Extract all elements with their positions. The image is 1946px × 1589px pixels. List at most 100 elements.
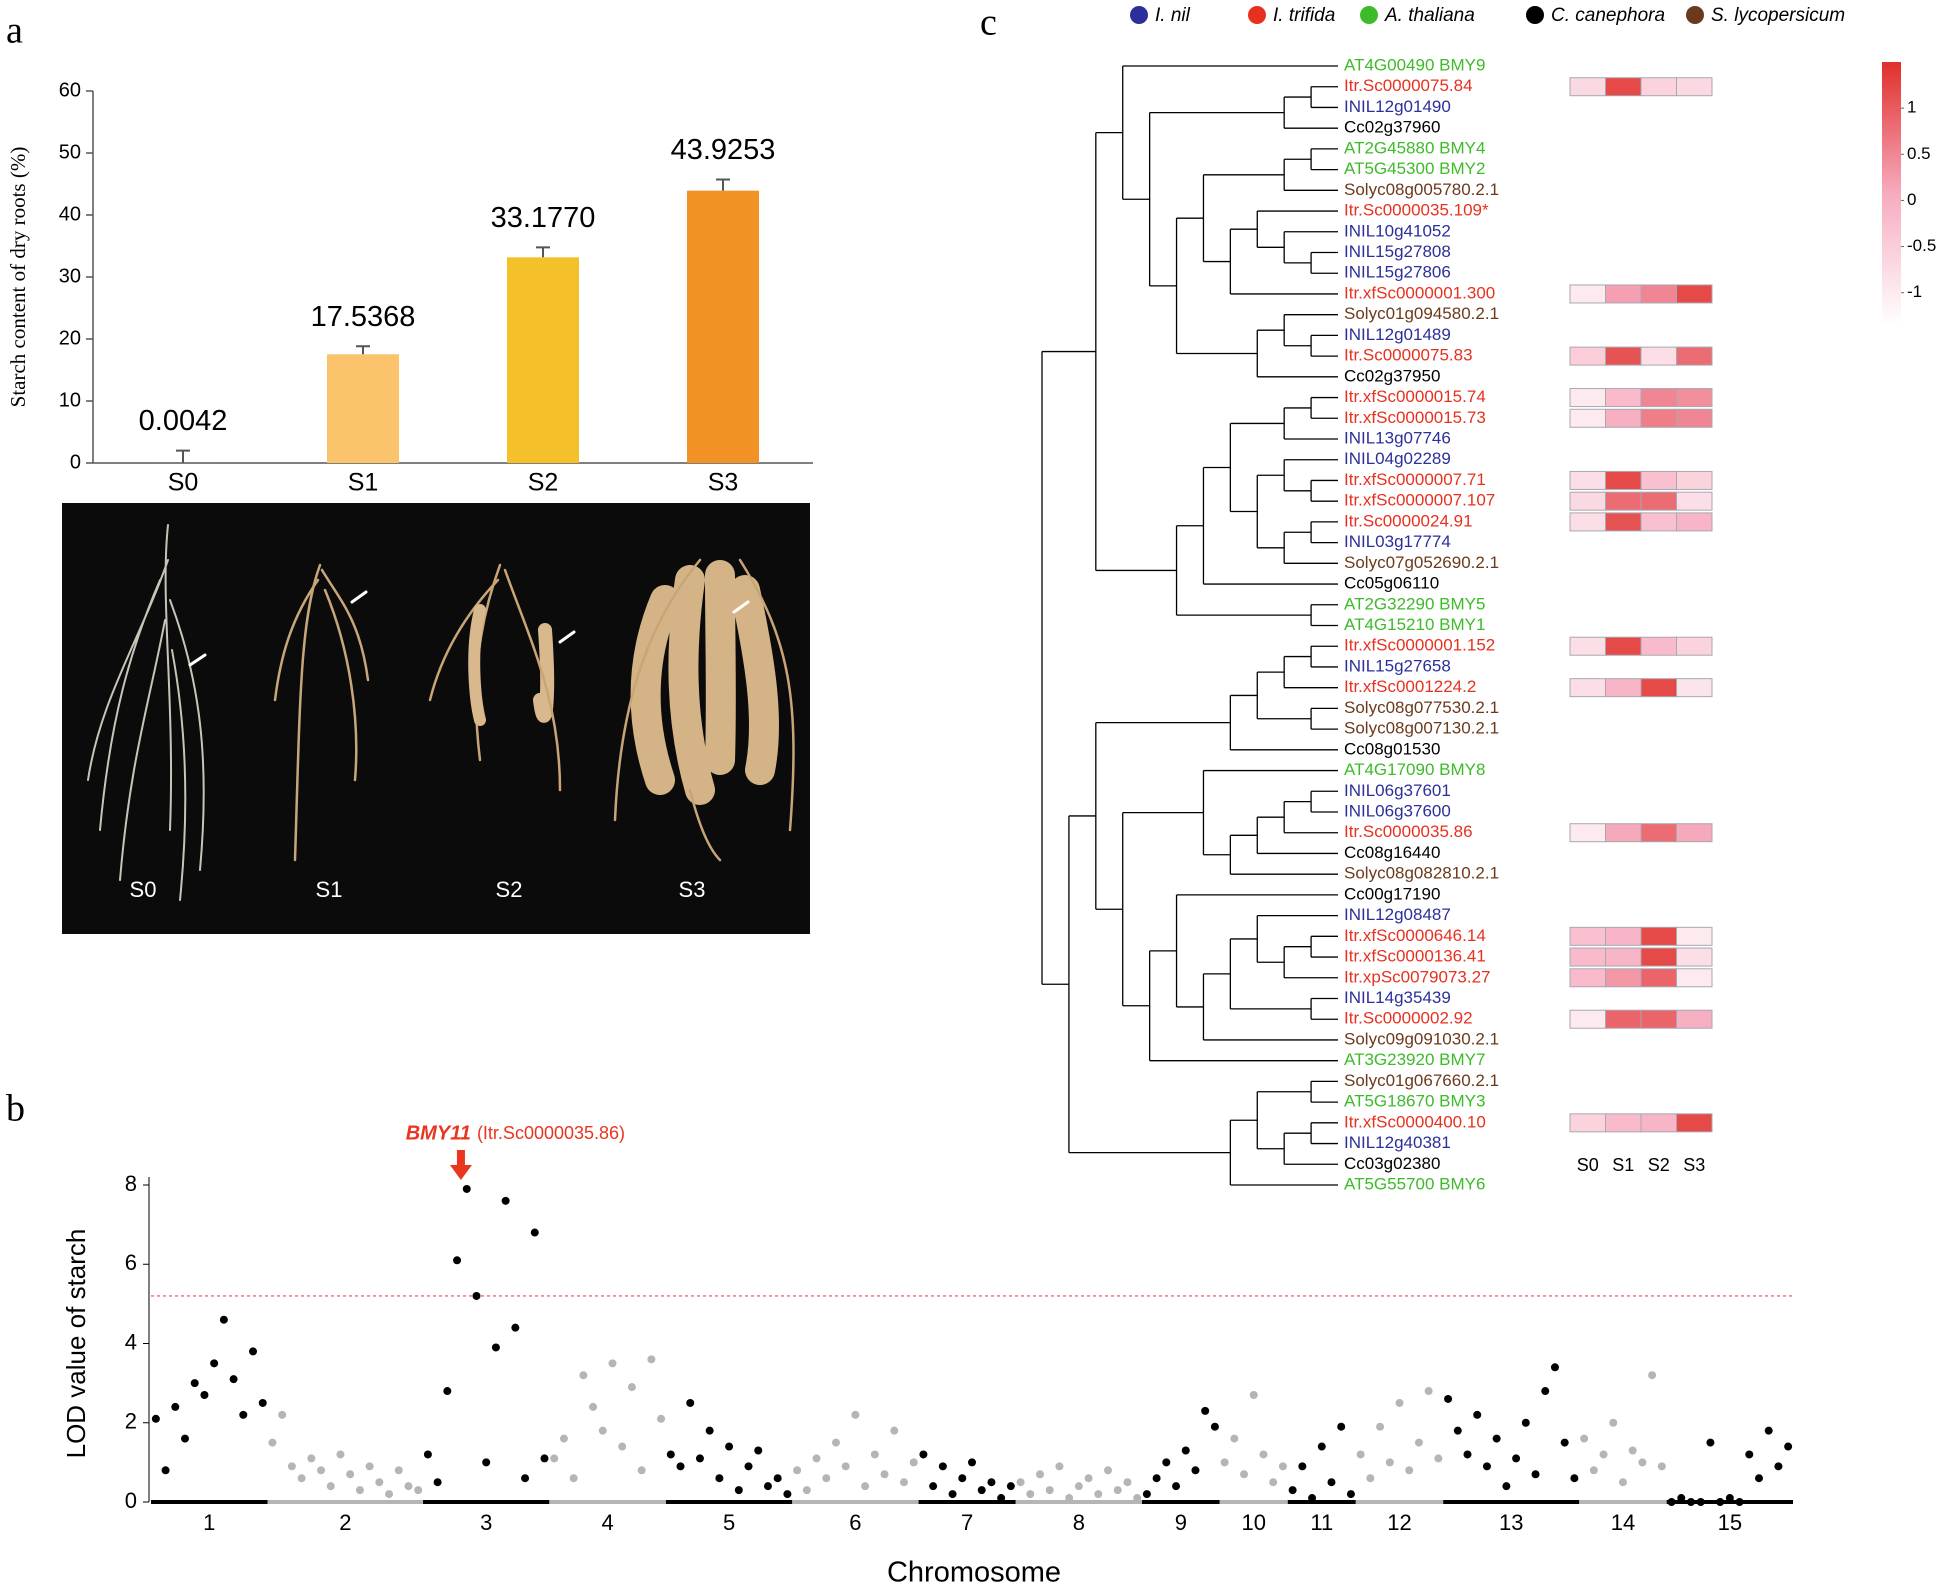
heat-cell — [1569, 388, 1606, 408]
snp-point — [861, 1482, 870, 1491]
snp-point — [987, 1478, 996, 1487]
snp-point — [1045, 1486, 1054, 1495]
snp-point — [1259, 1450, 1268, 1459]
snp-point — [802, 1486, 811, 1495]
legend-label: I. nil — [1155, 5, 1191, 26]
snp-point — [375, 1478, 384, 1487]
heat-cell — [1640, 388, 1677, 408]
snp-point — [414, 1486, 423, 1495]
colorbar-tick-label: -1 — [1907, 282, 1922, 301]
snp-point — [793, 1466, 802, 1475]
photo-label: S1 — [316, 877, 343, 902]
heat-cell — [1676, 77, 1713, 97]
heat-cell — [1676, 346, 1713, 366]
snp-point — [1249, 1391, 1258, 1400]
snp-point — [1405, 1466, 1414, 1475]
snp-point — [725, 1442, 734, 1451]
snp-point — [666, 1450, 675, 1459]
snp-point — [1366, 1474, 1375, 1483]
snp-point — [443, 1387, 452, 1396]
leaf-label: INIL15g27806 — [1344, 263, 1451, 282]
snp-point — [958, 1474, 967, 1483]
legend-label: S. lycopersicum — [1711, 5, 1845, 26]
snp-point — [385, 1490, 394, 1499]
snp-point — [1191, 1466, 1200, 1475]
leaf-label: Solyc08g077530.2.1 — [1344, 698, 1499, 717]
heat-cell — [1640, 636, 1677, 656]
snp-point — [1201, 1406, 1210, 1415]
snp-point — [307, 1454, 316, 1463]
value-label: 17.5368 — [311, 301, 416, 333]
snp-point — [1104, 1466, 1113, 1475]
leaf-label: Cc08g01530 — [1344, 739, 1440, 758]
snp-point — [521, 1474, 530, 1483]
snp-point — [1774, 1462, 1783, 1471]
snp-point — [997, 1494, 1006, 1503]
leaf-label: INIL04g02289 — [1344, 449, 1451, 468]
leaf-label: Cc02g37960 — [1344, 118, 1440, 137]
x-tick-label: 4 — [602, 1510, 614, 1535]
leaf-label: Solyc08g007130.2.1 — [1344, 719, 1499, 738]
snp-point — [1278, 1462, 1287, 1471]
snp-point — [657, 1414, 666, 1423]
heat-cell — [1605, 926, 1642, 946]
value-label: 43.9253 — [671, 134, 776, 166]
leaf-label: INIL12g01489 — [1344, 325, 1451, 344]
heat-cell — [1676, 284, 1713, 304]
snp-point — [773, 1474, 782, 1483]
snp-point — [482, 1458, 491, 1467]
heat-cell — [1605, 512, 1642, 532]
x-tick-label: S1 — [348, 469, 379, 497]
leaf-label: AT4G15210 BMY1 — [1344, 615, 1485, 634]
heat-column-label: S3 — [1683, 1155, 1705, 1175]
heat-cell — [1676, 408, 1713, 428]
snp-point — [1094, 1490, 1103, 1499]
snp-point — [1016, 1478, 1025, 1487]
snp-point — [1376, 1422, 1385, 1431]
leaf-label: Itr.xfSc0001224.2 — [1344, 677, 1476, 696]
snp-point — [161, 1466, 170, 1475]
snp-point — [929, 1482, 938, 1491]
photo-label: S0 — [130, 877, 157, 902]
snp-point — [1133, 1494, 1142, 1503]
heat-cell — [1605, 823, 1642, 843]
chromosome-bar — [1355, 1500, 1444, 1504]
colorbar-tick-label: 1 — [1907, 98, 1916, 117]
snp-point — [1123, 1478, 1132, 1487]
snp-point — [1346, 1490, 1355, 1499]
leaf-label: Itr.xfSc0000136.41 — [1344, 947, 1486, 966]
leaf-label: AT2G32290 BMY5 — [1344, 594, 1485, 613]
x-tick-label: 7 — [961, 1510, 973, 1535]
snp-point — [1677, 1494, 1686, 1503]
photo-label: S3 — [679, 877, 706, 902]
snp-point — [462, 1184, 471, 1193]
leaf-label: Itr.xfSc0000001.152 — [1344, 636, 1495, 655]
heat-cell — [1605, 77, 1642, 97]
snp-point — [1512, 1454, 1521, 1463]
snp-point — [1657, 1462, 1666, 1471]
snp-point — [695, 1454, 704, 1463]
snp-point — [1230, 1434, 1239, 1443]
leaf-label: INIL15g27808 — [1344, 242, 1451, 261]
annotation-gene: BMY11 — [406, 1122, 471, 1144]
snp-point — [1638, 1458, 1647, 1467]
x-axis-label: Chromosome — [887, 1557, 1061, 1589]
leaf-label: Itr.Sc0000075.83 — [1344, 346, 1473, 365]
leaf-label: AT5G55700 BMY6 — [1344, 1174, 1485, 1193]
snp-point — [627, 1383, 636, 1392]
snp-point — [1599, 1450, 1608, 1459]
leaf-label: Itr.Sc0000075.84 — [1344, 76, 1473, 95]
heat-cell — [1676, 470, 1713, 490]
leaf-label: Itr.xpSc0079073.27 — [1344, 967, 1491, 986]
snp-point — [219, 1315, 228, 1324]
snp-point — [200, 1391, 209, 1400]
snp-point — [1754, 1474, 1763, 1483]
snp-point — [763, 1482, 772, 1491]
bar — [687, 190, 759, 463]
legend-dot — [1686, 6, 1704, 24]
chromosome-bar — [151, 1500, 268, 1504]
heat-cell — [1569, 470, 1606, 490]
heat-cell — [1676, 947, 1713, 967]
error-bar — [356, 345, 370, 355]
snp-point — [831, 1438, 840, 1447]
